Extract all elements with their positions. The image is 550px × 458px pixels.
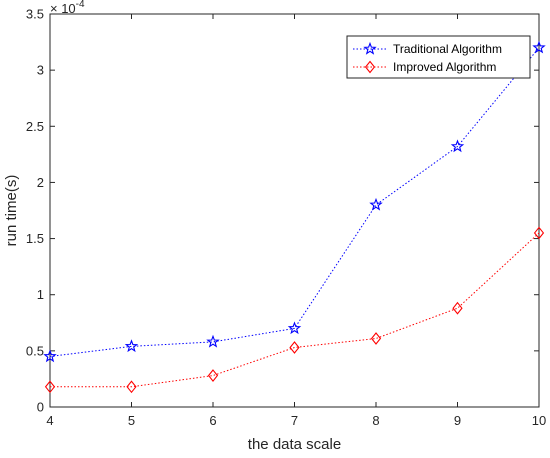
data-point-marker	[532, 40, 546, 54]
legend-marker	[363, 41, 377, 55]
y-exponent-label: × 10-4	[50, 0, 85, 16]
x-tick-label: 4	[46, 413, 53, 428]
legend: Traditional Algorithm Improved Algorithm	[346, 35, 531, 79]
y-exponent-base: × 10	[50, 1, 76, 16]
y-tick-label: 3.5	[26, 7, 44, 22]
y-tick-label: 0.5	[26, 343, 44, 358]
data-point-marker	[370, 332, 382, 345]
series-layer	[43, 40, 546, 394]
x-axis-label: the data scale	[248, 436, 341, 453]
data-point-marker	[126, 380, 137, 394]
series-improved-algorithm	[44, 226, 545, 394]
x-tick-label: 6	[209, 413, 216, 428]
data-point-marker	[450, 139, 465, 153]
data-point-marker	[43, 349, 57, 363]
legend-label: Improved Algorithm	[393, 60, 496, 74]
series-line	[49, 47, 540, 357]
data-point-marker	[289, 341, 300, 354]
legend-entry: Improved Algorithm	[353, 60, 496, 74]
series-traditional-algorithm	[43, 40, 546, 363]
y-axis-label: run time(s)	[3, 175, 20, 247]
x-tick-label: 8	[372, 413, 379, 428]
y-tick-label: 2	[37, 175, 44, 190]
y-tick-label: 0	[37, 400, 44, 415]
data-point-marker	[369, 197, 383, 211]
y-tick-label: 2.5	[26, 119, 44, 134]
y-tick-label: 1.5	[26, 231, 44, 246]
legend-box	[346, 35, 531, 79]
data-point-marker	[206, 334, 220, 348]
x-tick-label: 7	[291, 413, 298, 428]
series-line	[50, 232, 540, 388]
legend-entry: Traditional Algorithm	[353, 41, 502, 56]
data-point-marker	[452, 301, 463, 315]
data-point-marker	[533, 226, 545, 240]
data-point-marker	[124, 339, 139, 353]
x-tick-label: 9	[454, 413, 461, 428]
y-exponent-power: -4	[76, 0, 85, 10]
x-tick-label: 5	[128, 413, 135, 428]
y-tick-label: 3	[37, 63, 44, 78]
x-tick-label: 10	[532, 413, 546, 428]
data-point-marker	[287, 321, 302, 335]
legend-label: Traditional Algorithm	[393, 42, 502, 56]
y-tick-label: 1	[37, 287, 44, 302]
data-point-marker	[207, 369, 219, 382]
data-point-marker	[44, 380, 56, 394]
legend-marker	[364, 60, 376, 74]
